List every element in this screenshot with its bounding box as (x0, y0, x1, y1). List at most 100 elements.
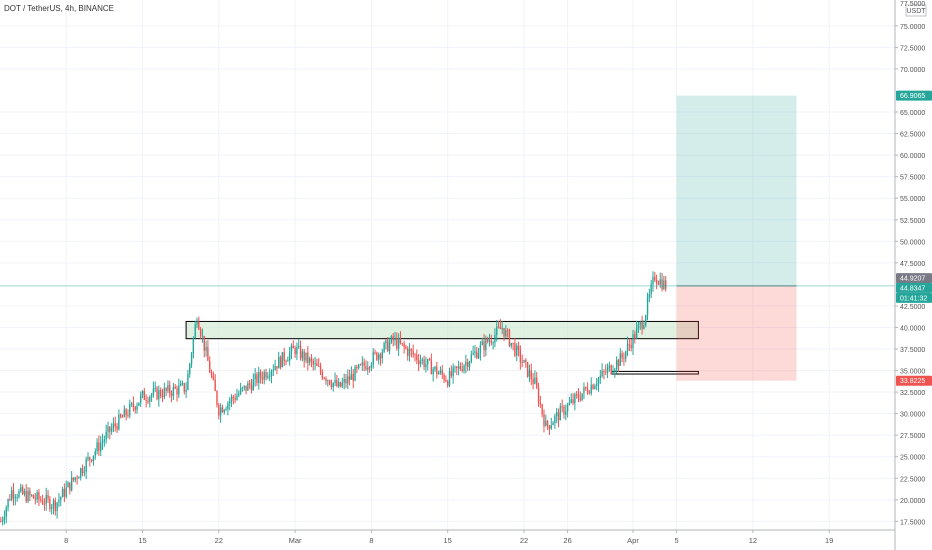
candle-down (170, 393, 173, 396)
candle-down (339, 382, 342, 387)
candle-up (652, 276, 654, 285)
price-badge-label: 44.8347 (900, 285, 925, 292)
candle-up (408, 349, 411, 356)
candle-down (47, 494, 49, 499)
time-axis[interactable]: 8 15 22 Mar 8 15 22 26 Apr 5 12 19 (0, 529, 895, 545)
candle-up (274, 366, 276, 370)
candle-down (250, 384, 253, 391)
candle-up (635, 327, 638, 339)
candle-up (421, 359, 423, 362)
candle-down (603, 370, 605, 372)
candle-up (501, 328, 503, 330)
candle-up (236, 395, 238, 400)
time-tick-label: 8 (64, 536, 68, 545)
candle-down (176, 388, 178, 395)
price-tick-label: 30.0000 (900, 412, 925, 419)
candle-down (387, 340, 389, 352)
candle-down (348, 376, 351, 380)
candle-up (139, 395, 142, 403)
candle-down (156, 387, 158, 400)
candle-down (508, 330, 511, 346)
candle-down (210, 372, 213, 376)
candle-up (141, 390, 144, 396)
price-unit-label: USDT (906, 8, 926, 15)
candle-up (219, 407, 222, 416)
price-tick-label: 60.0000 (900, 153, 925, 160)
time-tick-label: Apr (627, 536, 639, 545)
candle-down (89, 457, 91, 460)
candle-down (256, 374, 258, 383)
price-badge-label: 33.8225 (900, 378, 925, 385)
candle-up (288, 352, 291, 361)
candle-up (570, 399, 572, 403)
candle-down (588, 392, 591, 394)
candle-down (259, 372, 262, 378)
candle-up (646, 297, 649, 316)
candle-up (452, 367, 454, 377)
candle-down (69, 482, 71, 491)
candle-up (290, 345, 293, 353)
price-badge (896, 292, 932, 303)
candle-up (190, 353, 193, 364)
candle-down (336, 379, 338, 387)
candle-down (76, 477, 78, 479)
price-tick-label: 20.0000 (900, 498, 925, 505)
candle-up (227, 403, 229, 409)
candle-down (132, 403, 135, 408)
candle-down (634, 334, 636, 339)
candle-up (229, 401, 231, 404)
time-tick-label: 15 (138, 536, 146, 545)
candle-down (497, 326, 500, 328)
candle-down (654, 276, 656, 281)
candle-down (261, 377, 264, 380)
candle-down (109, 426, 111, 432)
candle-up (192, 338, 195, 354)
candle-down (203, 335, 205, 351)
candle-down (198, 321, 200, 330)
candle-up (612, 371, 614, 374)
candle-up (225, 408, 227, 410)
candle-up (258, 372, 260, 383)
candle-down (592, 384, 594, 389)
candle-up (341, 382, 344, 387)
price-tick-label: 47.5000 (900, 261, 925, 268)
candle-up (83, 471, 86, 473)
candle-up (270, 371, 273, 376)
candle-up (606, 367, 609, 373)
candle-down (165, 388, 167, 391)
candle-up (268, 375, 271, 377)
candle-down (499, 326, 502, 330)
candle-up (30, 495, 33, 496)
price-tick-label: 37.5000 (900, 347, 925, 354)
candle-up (594, 386, 596, 389)
candle-up (172, 386, 175, 396)
candle-down (519, 349, 522, 363)
candle-down (563, 406, 565, 415)
candle-up (383, 343, 385, 352)
candle-up (61, 488, 64, 498)
candle-up (608, 365, 611, 368)
candle-up (494, 334, 496, 343)
candle-up (110, 428, 113, 432)
candle-down (456, 366, 458, 369)
candle-down (628, 344, 631, 345)
candle-up (437, 372, 440, 375)
candle-down (232, 396, 235, 399)
candle-up (272, 369, 274, 372)
candle-up (96, 442, 98, 452)
price-tick-label: 52.5000 (900, 218, 925, 225)
candle-up (305, 352, 307, 361)
candle-down (134, 407, 136, 410)
candle-down (356, 366, 358, 369)
candle-up (637, 324, 640, 328)
candle-down (617, 360, 620, 366)
zones (185, 95, 797, 381)
price-tick-label: 55.0000 (900, 196, 925, 203)
candle-down (557, 412, 560, 421)
candle-up (60, 497, 62, 500)
time-tick-label: 22 (215, 536, 223, 545)
candle-up (516, 345, 518, 356)
candle-down (428, 359, 431, 360)
